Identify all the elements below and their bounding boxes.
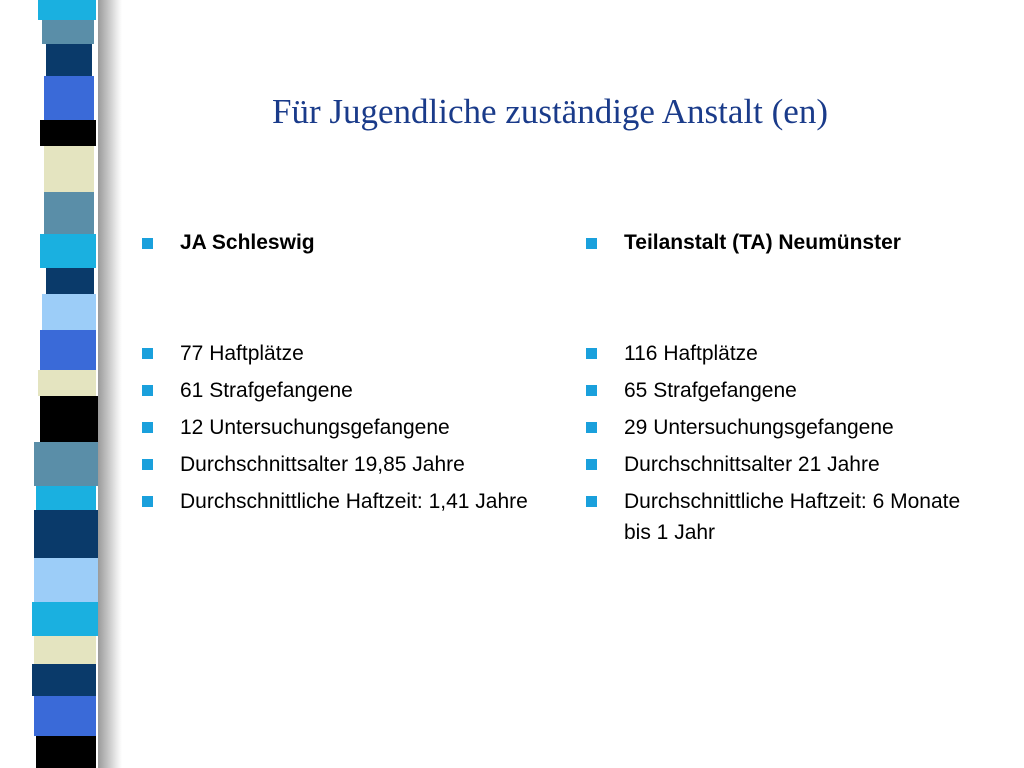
list-item: Durchschnittliche Haftzeit: 6 Monate bis…	[586, 486, 986, 548]
list-item: 116 Haftplätze	[586, 338, 986, 369]
stripe-shadow	[98, 0, 122, 768]
stripe-segment	[32, 664, 96, 696]
bullet-list: 116 Haftplätze 65 Strafgefangene 29 Unte…	[586, 338, 986, 548]
column-right: Teilanstalt (TA) Neumünster 116 Haftplät…	[586, 228, 986, 554]
bullet-list: 77 Haftplätze 61 Strafgefangene 12 Unter…	[142, 338, 542, 517]
list-item-text: 29 Untersuchungsgefangene	[624, 416, 894, 439]
list-item: Durchschnittsalter 21 Jahre	[586, 449, 986, 480]
list-item-text: 77 Haftplätze	[180, 342, 304, 365]
stripe-margin	[0, 0, 34, 768]
square-bullet-icon	[586, 422, 597, 433]
stripe-segment	[32, 602, 98, 636]
column-heading: JA Schleswig	[180, 231, 315, 254]
decorative-stripe	[0, 0, 98, 768]
square-bullet-icon	[586, 385, 597, 396]
list-item-text: 12 Untersuchungsgefangene	[180, 416, 450, 439]
list-item-text: Durchschnittsalter 21 Jahre	[624, 453, 880, 476]
stripe-segment	[38, 0, 96, 20]
stripe-segment	[34, 696, 96, 736]
stripe-segment	[34, 636, 96, 664]
column-left: JA Schleswig 77 Haftplätze 61 Strafgefan…	[142, 228, 542, 523]
square-bullet-icon	[586, 238, 597, 249]
stripe-segment	[36, 486, 96, 510]
stripe-segment	[42, 20, 94, 44]
stripe-segment	[42, 294, 96, 330]
square-bullet-icon	[586, 348, 597, 359]
square-bullet-icon	[142, 385, 153, 396]
list-item: 12 Untersuchungsgefangene	[142, 412, 542, 443]
list-item: 65 Strafgefangene	[586, 375, 986, 406]
stripe-segment	[34, 510, 98, 558]
square-bullet-icon	[142, 422, 153, 433]
square-bullet-icon	[142, 348, 153, 359]
square-bullet-icon	[142, 496, 153, 507]
list-item-text: 116 Haftplätze	[624, 342, 758, 365]
stripe-segment	[44, 146, 94, 192]
stripe-segment	[34, 558, 98, 602]
stripe-segment	[40, 234, 96, 268]
list-item: Durchschnittsalter 19,85 Jahre	[142, 449, 542, 480]
stripe-segment	[40, 396, 98, 442]
column-heading-row: Teilanstalt (TA) Neumünster	[586, 228, 986, 338]
stripe-segment	[44, 192, 94, 234]
square-bullet-icon	[142, 238, 153, 249]
stripe-segment	[38, 370, 96, 396]
list-item-text: Durchschnittliche Haftzeit: 1,41 Jahre	[180, 490, 528, 513]
stripe-segment	[44, 76, 94, 120]
stripe-segment	[36, 736, 96, 768]
list-item: 61 Strafgefangene	[142, 375, 542, 406]
stripe-segment	[46, 44, 92, 76]
stripe-segment	[40, 120, 96, 146]
slide-title: Für Jugendliche zuständige Anstalt (en)	[272, 92, 828, 131]
column-heading-row: JA Schleswig	[142, 228, 542, 338]
list-item-text: Durchschnittliche Haftzeit: 6 Monate bis…	[624, 490, 961, 544]
list-item: 77 Haftplätze	[142, 338, 542, 369]
list-item-text: 65 Strafgefangene	[624, 379, 797, 402]
list-item: 29 Untersuchungsgefangene	[586, 412, 986, 443]
stripe-segment	[34, 442, 98, 486]
list-item-text: 61 Strafgefangene	[180, 379, 353, 402]
list-item-text: Durchschnittsalter 19,85 Jahre	[180, 453, 465, 476]
square-bullet-icon	[586, 496, 597, 507]
column-heading: Teilanstalt (TA) Neumünster	[624, 231, 901, 254]
stripe-segment	[40, 330, 96, 370]
list-item: Durchschnittliche Haftzeit: 1,41 Jahre	[142, 486, 542, 517]
square-bullet-icon	[586, 459, 597, 470]
stripe-segment	[46, 268, 94, 294]
square-bullet-icon	[142, 459, 153, 470]
